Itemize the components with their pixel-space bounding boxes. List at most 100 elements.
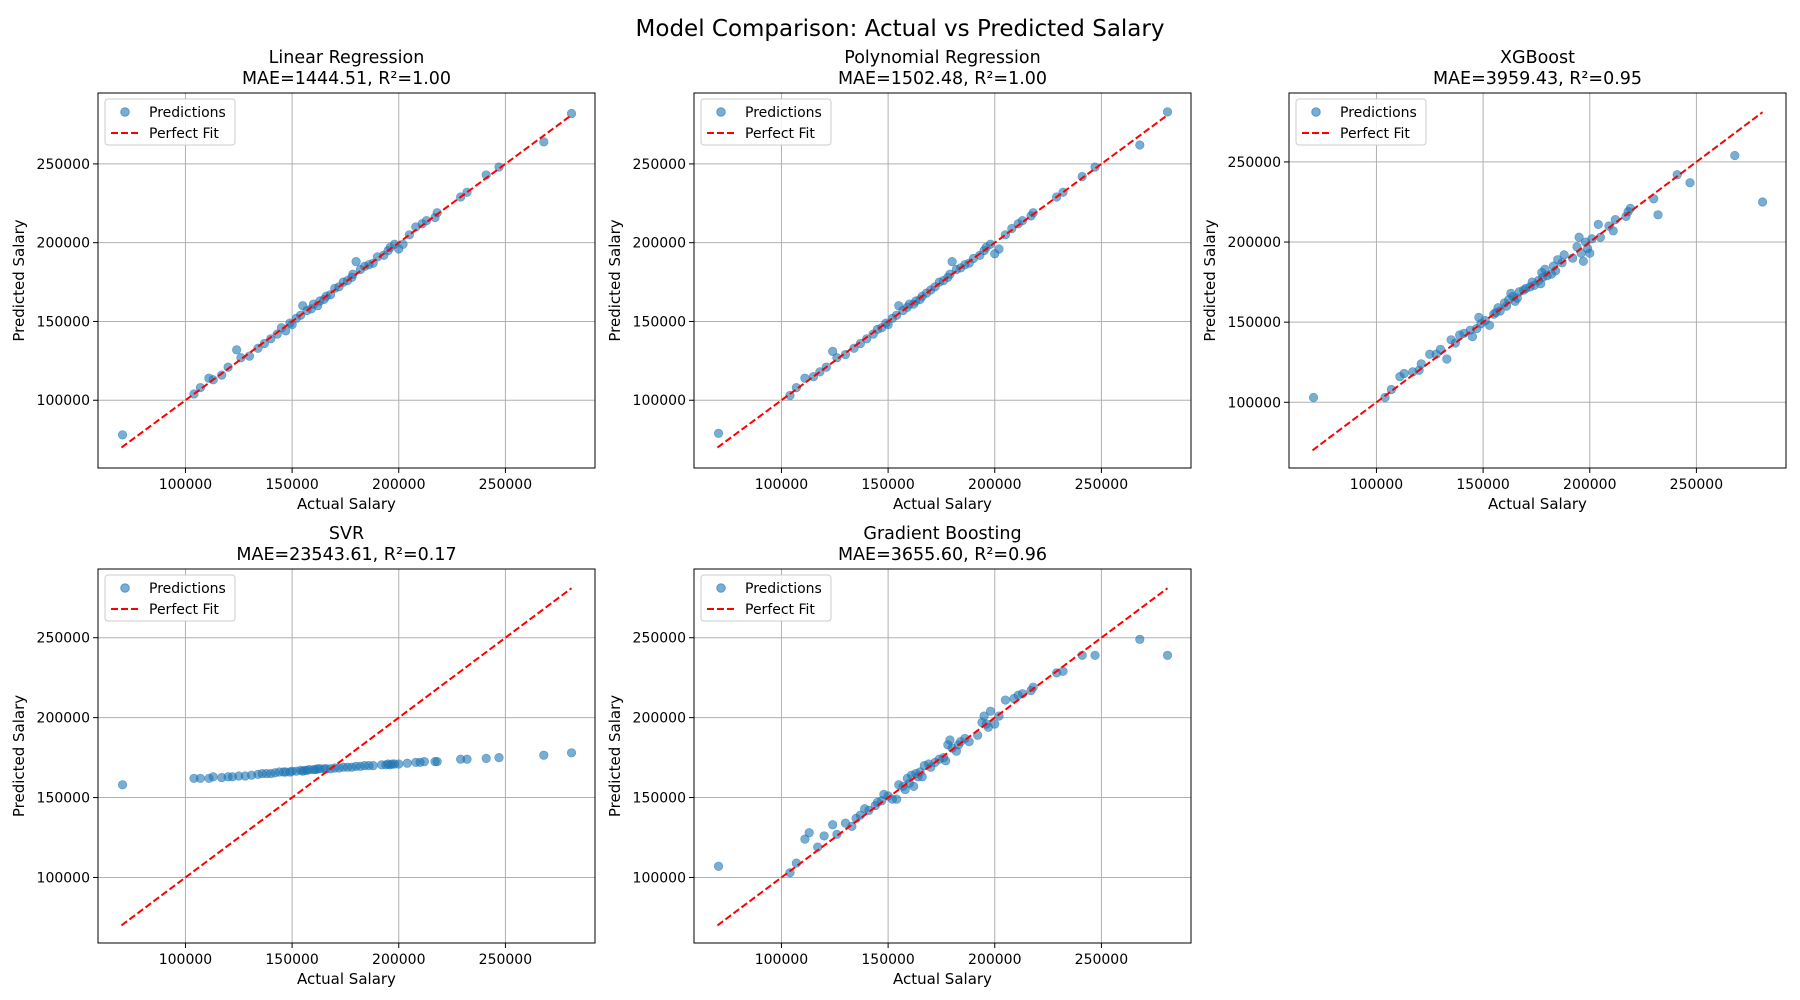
legend: Predictions Perfect Fit bbox=[1295, 98, 1427, 146]
prediction-point bbox=[945, 735, 955, 745]
y-tick-label: 150000 bbox=[633, 791, 686, 807]
prediction-point bbox=[1090, 650, 1100, 660]
prediction-point bbox=[566, 748, 577, 758]
x-tick-label: 100000 bbox=[755, 477, 808, 493]
legend-marker-predictions bbox=[120, 583, 130, 593]
x-tick-label: 250000 bbox=[1075, 477, 1128, 493]
axes-frame bbox=[1288, 92, 1787, 469]
prediction-point bbox=[494, 162, 504, 172]
subplot-title: SVR bbox=[329, 524, 364, 544]
prediction-point bbox=[819, 831, 829, 841]
prediction-point bbox=[259, 338, 269, 349]
prediction-point bbox=[117, 430, 128, 440]
prediction-point bbox=[419, 756, 429, 767]
x-axis-label: Actual Salary bbox=[1488, 495, 1587, 513]
prediction-point bbox=[494, 752, 504, 763]
prediction-point bbox=[804, 828, 814, 838]
y-tick-label: 250000 bbox=[37, 631, 90, 647]
y-tick-label: 100000 bbox=[633, 870, 686, 886]
y-tick-label: 250000 bbox=[37, 157, 90, 173]
x-tick-label: 150000 bbox=[265, 477, 318, 493]
prediction-point bbox=[1757, 197, 1768, 207]
prediction-point bbox=[1593, 219, 1603, 230]
prediction-point bbox=[566, 108, 577, 119]
legend-label-predictions: Predictions bbox=[745, 581, 822, 597]
prediction-point bbox=[892, 794, 902, 804]
prediction-point bbox=[1135, 140, 1145, 150]
x-tick-label: 150000 bbox=[861, 952, 914, 968]
prediction-point bbox=[985, 239, 996, 249]
prediction-point bbox=[195, 773, 205, 783]
prediction-point bbox=[947, 256, 957, 267]
y-tick-label: 150000 bbox=[37, 791, 90, 807]
subplot-title: XGBoost bbox=[1500, 48, 1575, 68]
legend: Predictions Perfect Fit bbox=[700, 98, 832, 146]
perfect-fit-line bbox=[716, 587, 1169, 927]
x-tick-label: 250000 bbox=[1670, 477, 1723, 493]
axes-frame bbox=[693, 92, 1192, 469]
prediction-point bbox=[1574, 232, 1584, 242]
x-tick-label: 150000 bbox=[1456, 477, 1509, 493]
legend-marker-predictions bbox=[716, 107, 726, 117]
prediction-point bbox=[985, 706, 996, 716]
prediction-point bbox=[481, 753, 491, 763]
figure-title: Model Comparison: Actual vs Predicted Sa… bbox=[636, 16, 1165, 42]
y-axis-label: Predicted Salary bbox=[1201, 219, 1219, 341]
legend-marker-predictions bbox=[1311, 107, 1321, 117]
prediction-point bbox=[855, 338, 865, 349]
prediction-point bbox=[1399, 368, 1409, 379]
legend: Predictions Perfect Fit bbox=[700, 574, 832, 622]
prediction-point bbox=[1730, 150, 1740, 161]
prediction-point bbox=[994, 244, 1004, 254]
prediction-point bbox=[351, 256, 361, 267]
prediction-point bbox=[713, 428, 724, 438]
axes-frame bbox=[97, 92, 596, 469]
y-axis-label: Predicted Salary bbox=[10, 695, 28, 817]
x-tick-label: 250000 bbox=[479, 477, 532, 493]
y-tick-label: 250000 bbox=[1228, 155, 1281, 171]
prediction-point bbox=[266, 334, 276, 344]
y-tick-label: 100000 bbox=[1228, 395, 1281, 411]
prediction-point bbox=[941, 756, 951, 766]
prediction-point bbox=[208, 772, 218, 782]
prediction-point bbox=[1017, 216, 1028, 226]
subplot-subtitle: MAE=1444.51, R²=1.00 bbox=[242, 69, 451, 89]
perfect-fit-line bbox=[716, 114, 1169, 449]
prediction-point bbox=[462, 754, 472, 764]
prediction-point bbox=[1000, 695, 1011, 705]
y-tick-label: 200000 bbox=[1228, 235, 1281, 251]
y-axis-label: Predicted Salary bbox=[606, 695, 624, 817]
x-tick-label: 150000 bbox=[861, 477, 914, 493]
y-tick-label: 150000 bbox=[633, 314, 686, 330]
perfect-fit-line bbox=[120, 114, 573, 449]
prediction-point bbox=[421, 216, 432, 226]
y-axis-label: Predicted Salary bbox=[10, 219, 28, 341]
prediction-point bbox=[539, 750, 549, 760]
x-tick-label: 200000 bbox=[1563, 477, 1616, 493]
prediction-point bbox=[1484, 320, 1495, 330]
prediction-point bbox=[828, 346, 838, 357]
axes-frame bbox=[97, 568, 596, 944]
x-tick-label: 200000 bbox=[372, 477, 425, 493]
y-tick-label: 100000 bbox=[37, 870, 90, 886]
perfect-fit-line bbox=[120, 587, 573, 927]
legend-label-predictions: Predictions bbox=[149, 105, 226, 121]
legend-label-predictions: Predictions bbox=[745, 105, 822, 121]
y-tick-label: 200000 bbox=[37, 711, 90, 727]
y-axis-label: Predicted Salary bbox=[606, 219, 624, 341]
y-tick-label: 100000 bbox=[37, 393, 90, 409]
legend: Predictions Perfect Fit bbox=[104, 98, 236, 146]
x-tick-label: 100000 bbox=[755, 952, 808, 968]
legend-label-predictions: Predictions bbox=[149, 581, 226, 597]
x-axis-label: Actual Salary bbox=[297, 495, 396, 513]
y-tick-label: 150000 bbox=[1228, 315, 1281, 331]
prediction-point bbox=[1685, 178, 1695, 188]
subplot-title: Linear Regression bbox=[269, 48, 425, 68]
y-tick-label: 100000 bbox=[633, 393, 686, 409]
prediction-point bbox=[368, 760, 378, 771]
